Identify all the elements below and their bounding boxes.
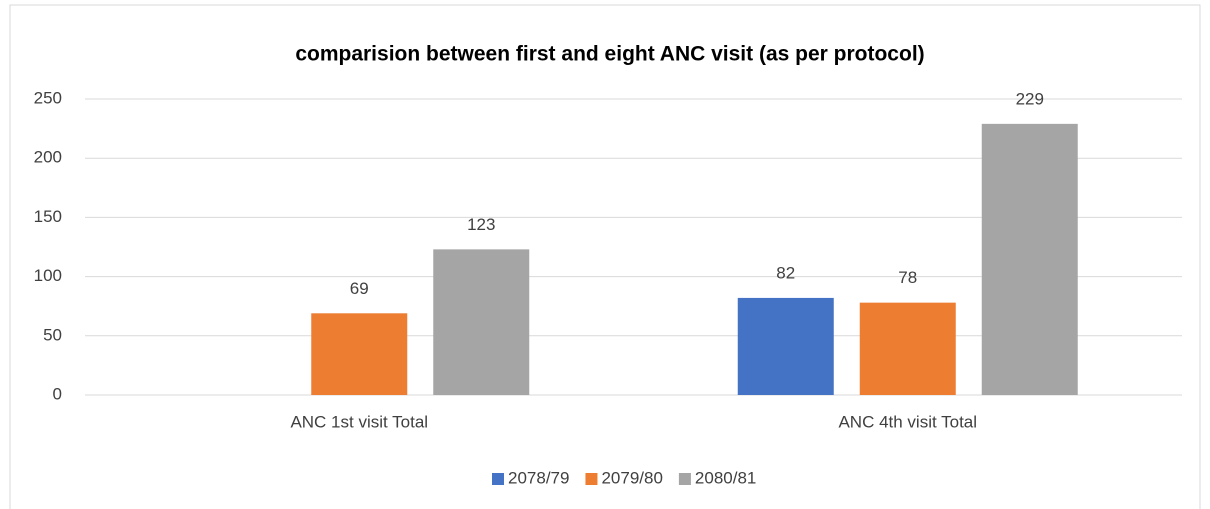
data-label: 69 bbox=[350, 279, 369, 298]
legend-swatch bbox=[678, 473, 691, 485]
legend-swatch bbox=[585, 473, 598, 485]
legend-swatch bbox=[492, 473, 504, 485]
y-tick-label: 100 bbox=[34, 266, 62, 285]
y-tick-label: 50 bbox=[43, 325, 62, 344]
x-tick-label: ANC 1st visit Total bbox=[290, 412, 428, 431]
data-label: 82 bbox=[776, 263, 795, 282]
legend-label: 2080/81 bbox=[695, 468, 756, 487]
bar bbox=[737, 297, 834, 395]
chart-frame bbox=[9, 4, 1201, 509]
bar bbox=[433, 249, 530, 395]
legend-label: 2079/80 bbox=[601, 468, 662, 487]
y-tick-label: 0 bbox=[53, 384, 62, 403]
data-label: 229 bbox=[1016, 89, 1044, 108]
legend-label: 2078/79 bbox=[508, 468, 569, 487]
bar bbox=[311, 313, 408, 395]
data-label: 123 bbox=[467, 215, 495, 234]
y-tick-label: 150 bbox=[34, 207, 62, 226]
y-tick-label: 200 bbox=[34, 148, 62, 167]
chart-title: comparision between first and eight ANC … bbox=[295, 43, 924, 66]
y-tick-label: 250 bbox=[34, 88, 62, 107]
x-tick-label: ANC 4th visit Total bbox=[838, 412, 977, 431]
bar bbox=[859, 302, 956, 395]
bar bbox=[981, 123, 1078, 395]
data-label: 78 bbox=[898, 268, 917, 287]
